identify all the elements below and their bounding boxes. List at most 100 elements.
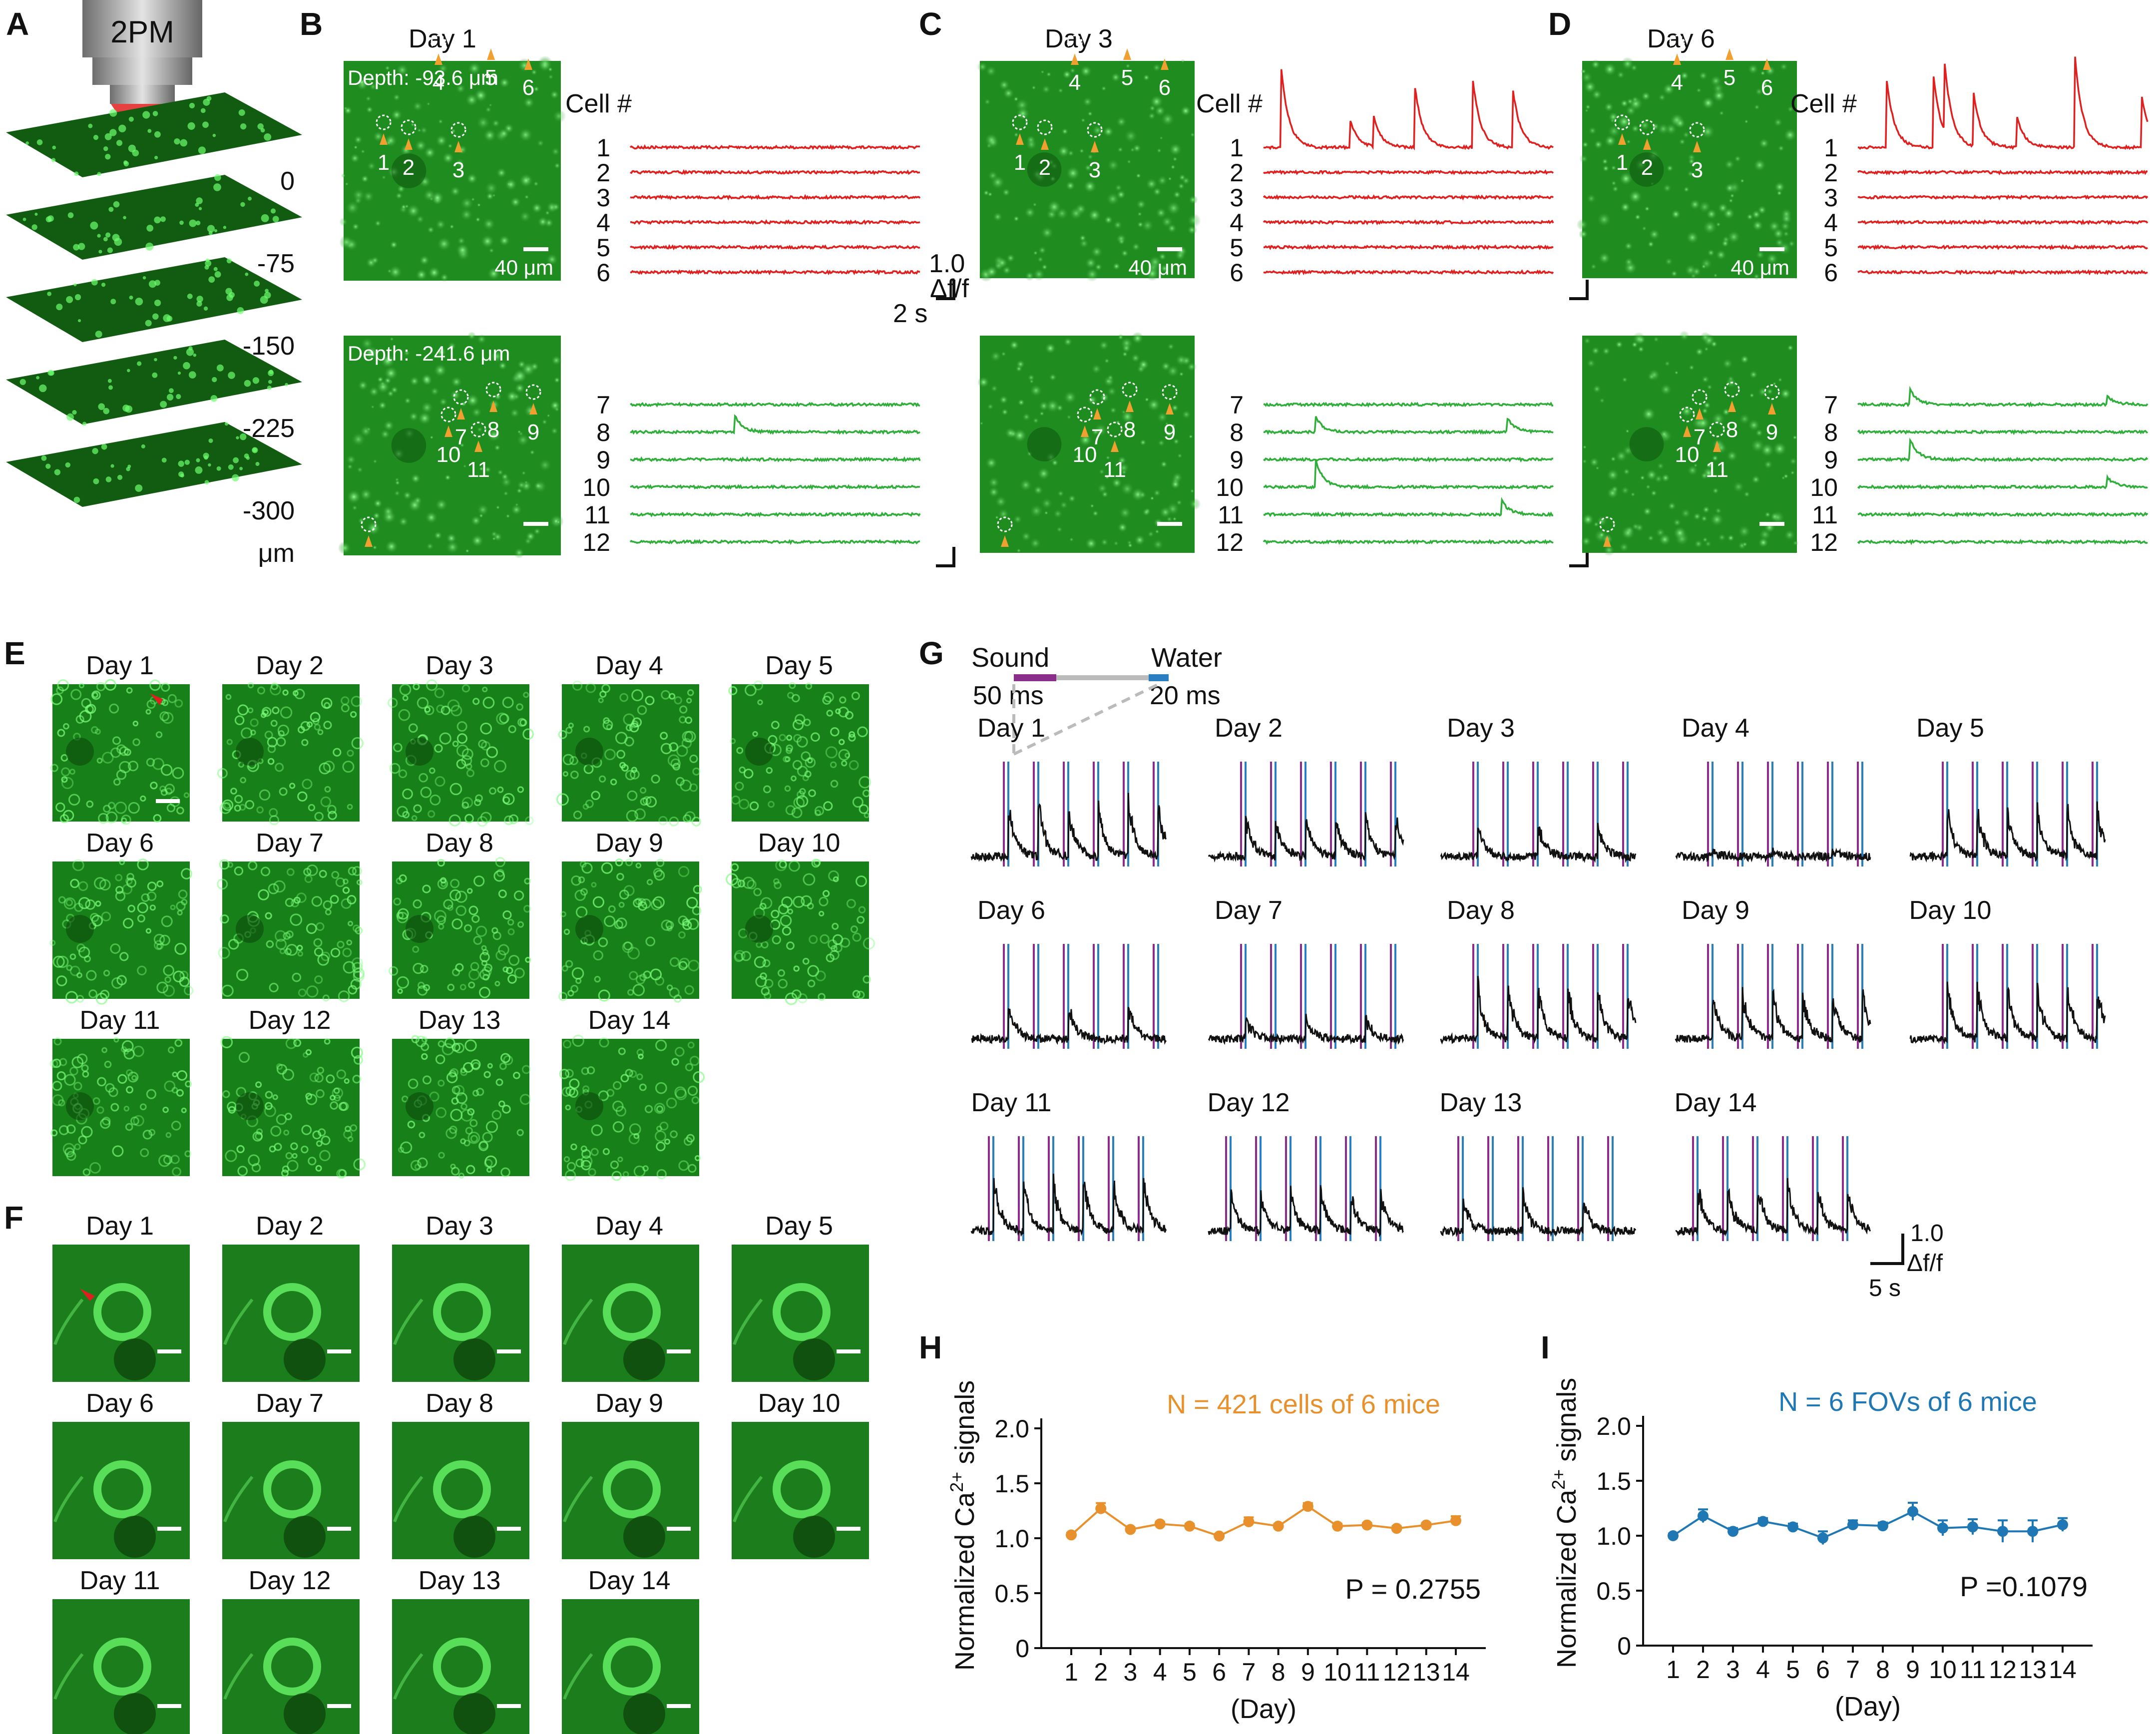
panel-d-micrograph-bottom <box>1581 331 1799 556</box>
y-tick-label: 0.5 <box>994 1580 1029 1608</box>
cell-header: Cell # <box>1196 89 1263 118</box>
panel-e-tile <box>389 857 531 999</box>
cell-arrow <box>380 133 388 145</box>
cell-arrow <box>454 141 462 152</box>
red-trace <box>629 144 920 150</box>
x-tick-label: 3 <box>1124 1658 1138 1686</box>
calcium-trace <box>1909 981 2106 1045</box>
panel-f-day-label: Day 4 <box>595 1212 663 1241</box>
x-tick-label: 12 <box>1383 1658 1411 1686</box>
calcium-trace <box>970 793 1167 863</box>
water-duration: 20 ms <box>1150 681 1221 710</box>
green-trace <box>630 456 921 462</box>
x-tick-label: 1 <box>1666 1656 1680 1684</box>
cell-label: 2 <box>403 155 415 180</box>
cell-marker <box>1162 384 1178 400</box>
scale-corner <box>1569 280 1589 300</box>
cell-arrow <box>1001 535 1009 547</box>
panel-e-day-label: Day 7 <box>256 829 324 858</box>
x-tick-label: 14 <box>2049 1656 2077 1684</box>
cell-arrow <box>487 48 495 60</box>
red-arrow <box>80 1289 95 1301</box>
data-point <box>1450 1515 1461 1526</box>
cell-marker <box>1692 389 1708 405</box>
y-tick-label: 0.5 <box>1596 1577 1631 1605</box>
panel-letter-d: D <box>1548 6 1571 42</box>
red-trace <box>1263 69 1554 151</box>
panel-f-tile <box>562 1422 699 1559</box>
data-point <box>1391 1523 1402 1534</box>
imaging-plane <box>6 92 302 177</box>
chart-annotation: N = 6 FOVs of 6 mice <box>1778 1387 2037 1417</box>
p-value: P = 0.2755 <box>1345 1573 1481 1605</box>
depth-label: 0 <box>280 167 295 196</box>
panel-f-day-label: Day 13 <box>419 1566 501 1595</box>
x-tick-label: 2 <box>1696 1656 1710 1684</box>
calcium-trace <box>1675 987 1871 1044</box>
cell-number: 3 <box>1824 184 1838 212</box>
green-trace <box>1263 456 1553 463</box>
calcium-trace <box>970 1174 1167 1237</box>
green-trace <box>1857 386 2149 408</box>
cell-number: 4 <box>1824 209 1838 237</box>
cell-label: 5 <box>1724 65 1735 90</box>
cell-label: 10 <box>436 442 461 467</box>
cell-label: 12 <box>357 552 381 577</box>
cell-arrow <box>1081 426 1089 437</box>
panel-f-tile <box>52 1599 190 1734</box>
x-tick-label: 7 <box>1242 1658 1256 1686</box>
panel-g-day-label: Day 12 <box>1208 1088 1290 1117</box>
trace-scale-x: 2 s <box>893 299 927 328</box>
y-tick-label: 1.5 <box>994 1470 1029 1498</box>
cell-label: 11 <box>1103 457 1126 482</box>
panel-f-day-label: Day 7 <box>256 1389 324 1418</box>
red-trace <box>1263 244 1554 251</box>
cell-header: Cell # <box>565 89 632 118</box>
cell-marker <box>440 407 456 423</box>
cell-label: 11 <box>467 457 490 482</box>
cell-label: 3 <box>1691 158 1703 182</box>
cell-label: 9 <box>1766 420 1778 444</box>
y-tick-label: 1.0 <box>1596 1522 1631 1550</box>
depth-unit: μm <box>258 539 295 568</box>
data-point <box>2027 1526 2038 1537</box>
zoom-guide <box>1012 683 1160 756</box>
panel-e-day-label: Day 1 <box>86 651 154 680</box>
green-trace <box>1857 429 2149 435</box>
cell-number: 9 <box>1824 446 1838 474</box>
cell-arrow <box>434 53 442 65</box>
green-trace <box>630 414 920 435</box>
x-tick-label: 5 <box>1183 1658 1197 1686</box>
panel-g-day-label: Day 7 <box>1215 896 1283 925</box>
cell-number: 6 <box>596 259 610 287</box>
calcium-trace <box>1909 801 2106 863</box>
cell-number: 11 <box>584 501 610 529</box>
cell-marker <box>1107 422 1123 437</box>
scale-bar <box>327 1527 351 1531</box>
scale-bar <box>1759 247 1784 251</box>
data-point <box>1727 1526 1738 1537</box>
x-tick-label: 2 <box>1094 1658 1108 1686</box>
cell-number: 10 <box>1810 473 1838 501</box>
cell-marker <box>361 516 377 532</box>
panel-f-tile <box>732 1422 869 1559</box>
y-tick-label: 0 <box>1617 1632 1631 1660</box>
panel-e-tile <box>556 680 701 827</box>
scale-bar <box>1759 522 1784 526</box>
cell-arrow <box>489 401 497 412</box>
data-point <box>1967 1521 1978 1533</box>
cell-arrow <box>1725 48 1733 60</box>
imaging-plane <box>6 340 302 426</box>
red-trace <box>1857 56 2149 150</box>
cell-marker <box>525 384 541 400</box>
panel-f-day-label: Day 2 <box>256 1212 324 1241</box>
x-tick-label: 14 <box>1442 1658 1470 1686</box>
green-trace <box>1263 496 1553 518</box>
panel-h-chart: 00.51.01.52.01 2 3 4 5 6 7 8 9 10 11 12 13 14N = 421 … <box>946 1380 1486 1724</box>
red-trace <box>630 269 920 276</box>
objective-label: 2PM <box>110 15 174 49</box>
panel-f-tile <box>222 1245 360 1382</box>
scale-bar <box>157 1704 181 1708</box>
red-trace <box>1857 244 2149 251</box>
cell-arrow <box>444 426 452 437</box>
